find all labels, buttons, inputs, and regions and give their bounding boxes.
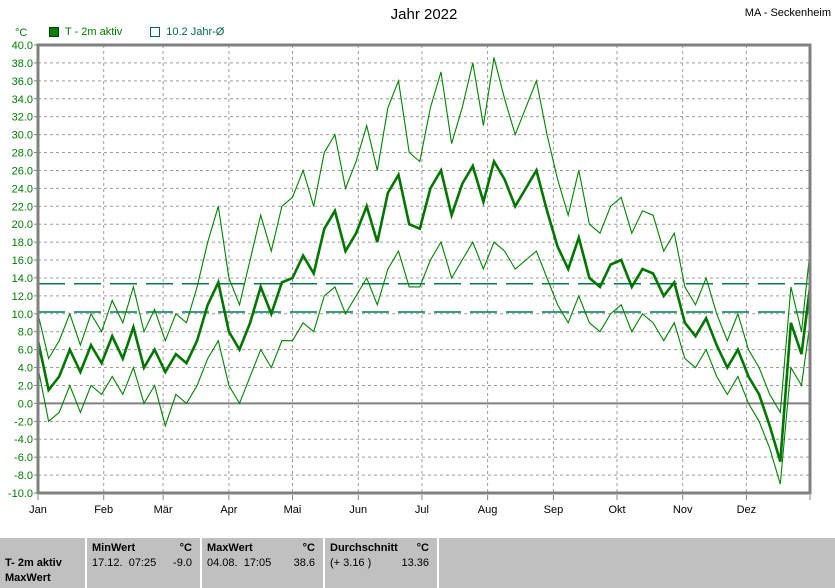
month-label: Mai xyxy=(284,504,302,516)
minwert-header: MinWert xyxy=(92,542,136,554)
summary-mode-label: MaxWert xyxy=(5,572,51,584)
maxwert-value: 38.6 xyxy=(293,557,315,569)
y-axis-label: 30.0 xyxy=(12,130,33,142)
minwert-unit: °C xyxy=(179,542,192,554)
month-label: Jan xyxy=(29,504,47,516)
y-axis-label: 4.0 xyxy=(18,363,33,375)
legend-swatch-avg-icon xyxy=(150,27,161,37)
minwert-datetime: 17.12. 07:25 xyxy=(92,557,157,569)
y-axis-label: 26.0 xyxy=(12,165,33,177)
series-mean-line xyxy=(36,158,812,462)
y-axis-unit-label: °C xyxy=(15,27,28,39)
chart-legend: T - 2m aktiv 10.2 Jahr-Ø xyxy=(49,26,224,38)
month-label: Mär xyxy=(154,504,173,516)
page-title: Jahr 2022 xyxy=(390,6,458,23)
durchschnitt-unit: °C xyxy=(416,542,429,554)
y-axis-label: 18.0 xyxy=(12,237,33,249)
month-label: Feb xyxy=(94,504,113,516)
durchschnitt-diff: (+ 3.16 ) xyxy=(330,557,372,569)
legend-swatch-aktiv-icon xyxy=(49,27,59,37)
maxwert-datetime: 04.08. 17:05 xyxy=(207,557,272,569)
month-label: Jun xyxy=(349,504,367,516)
durchschnitt-header: Durchschnitt xyxy=(330,542,398,554)
series-max-line xyxy=(37,57,811,415)
y-axis-label: 2.0 xyxy=(18,381,33,393)
maxwert-unit: °C xyxy=(302,542,315,554)
y-axis-label: 32.0 xyxy=(12,112,33,124)
summary-filler-cell xyxy=(439,538,835,588)
month-label: Nov xyxy=(673,504,693,516)
y-axis-label: 40.0 xyxy=(12,40,33,52)
y-axis-label: 24.0 xyxy=(12,183,33,195)
y-axis-label: 36.0 xyxy=(12,76,33,88)
y-axis-label: 8.0 xyxy=(18,327,33,339)
month-label: Okt xyxy=(608,504,625,516)
station-name: MA - Seckenheim xyxy=(744,7,831,19)
maxwert-header: MaxWert xyxy=(207,542,253,554)
summary-durchschnitt-cell: Durchschnitt °C (+ 3.16 ) 13.36 xyxy=(325,538,439,588)
y-axis-label: -2.0 xyxy=(14,416,33,428)
legend-label-avg: 10.2 Jahr-Ø xyxy=(166,26,225,38)
y-axis-label: 6.0 xyxy=(18,345,33,357)
summary-maxwert-cell: MaxWert °C 04.08. 17:05 38.6 xyxy=(202,538,325,588)
month-label: Sep xyxy=(544,504,564,516)
y-axis-label: -6.0 xyxy=(14,452,33,464)
month-label: Apr xyxy=(220,504,237,516)
y-axis-label: 28.0 xyxy=(12,148,33,160)
durchschnitt-value: 13.36 xyxy=(401,557,429,569)
legend-label-aktiv: T - 2m aktiv xyxy=(65,26,123,38)
summary-sensor-label: T- 2m aktiv xyxy=(5,557,62,569)
y-axis-label: -4.0 xyxy=(14,434,33,446)
summary-minwert-cell: MinWert °C 17.12. 07:25 -9.0 xyxy=(87,538,202,588)
y-axis-label: 22.0 xyxy=(12,201,33,213)
y-axis-label: -10.0 xyxy=(8,488,33,500)
y-axis-label: 0.0 xyxy=(18,398,33,410)
y-axis-label: 14.0 xyxy=(12,273,33,285)
chart-canvas: 40.0 38.0 36.0 34.0 32.0 30.0 28.0 26.0 24.0 22.0… xyxy=(8,40,812,516)
legend-item-avg: 10.2 Jahr-Ø xyxy=(150,26,224,38)
summary-label-cell: T- 2m aktiv MaxWert xyxy=(0,538,87,588)
month-label: Aug xyxy=(478,504,498,516)
legend-item-aktiv: T - 2m aktiv xyxy=(49,26,122,38)
series-min-line xyxy=(37,240,811,485)
y-axis-label: 12.0 xyxy=(12,291,33,303)
month-label: Jul xyxy=(415,504,429,516)
y-axis-label: 38.0 xyxy=(12,58,33,70)
y-axis-label: 34.0 xyxy=(12,94,33,106)
minwert-value: -9.0 xyxy=(173,557,192,569)
y-axis-label: 10.0 xyxy=(12,309,33,321)
plot-frame xyxy=(36,43,812,495)
y-axis-label: 20.0 xyxy=(12,219,33,231)
month-label: Dez xyxy=(737,504,757,516)
y-axis-label: -8.0 xyxy=(14,470,33,482)
y-axis-label: 16.0 xyxy=(12,255,33,267)
summary-table: T- 2m aktiv MaxWert MinWert °C 17.12. 07… xyxy=(0,538,835,588)
